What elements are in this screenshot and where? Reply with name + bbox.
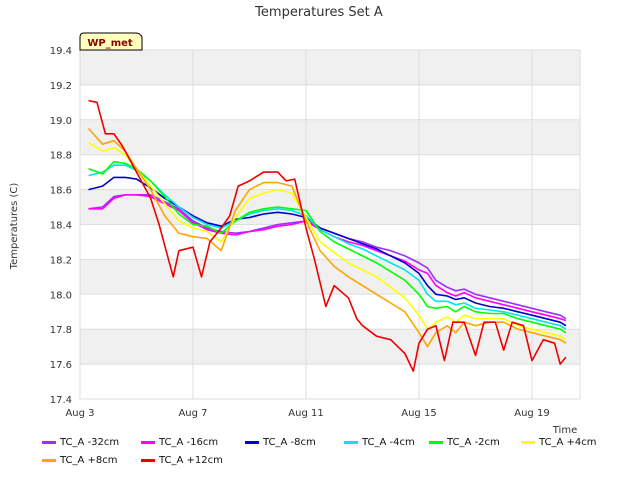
- y-tick-label: 17.4: [50, 395, 72, 406]
- grid-bands: [80, 50, 580, 365]
- y-tick-label: 17.8: [50, 325, 72, 336]
- series-line-tc-a-16cm: [88, 194, 567, 322]
- x-tick-label: Aug 7: [178, 408, 207, 419]
- y-tick-label: 18.6: [50, 186, 72, 197]
- grid-band: [80, 189, 580, 225]
- series-layer: [87, 99, 567, 372]
- y-tick-label: 19.2: [50, 81, 72, 92]
- badge-label: WP_met: [87, 38, 133, 49]
- x-tick-label: Aug 3: [65, 408, 94, 419]
- x-tick-labels: Aug 3 Aug 7 Aug 11 Aug 15 Aug 19: [65, 408, 549, 419]
- y-tick-label: 18.8: [50, 151, 72, 162]
- grid-band: [80, 119, 580, 155]
- series-line-tc-a-4cm: [88, 141, 567, 341]
- y-tick-label: 18.0: [50, 290, 72, 301]
- y-tick-label: 17.6: [50, 360, 72, 371]
- grid-band: [80, 50, 580, 85]
- y-axis-label: Temperatures (C): [9, 183, 20, 271]
- y-tick-label: 18.2: [50, 255, 72, 266]
- y-tick-label: 19.4: [50, 46, 72, 57]
- y-tick-label: 19.0: [50, 116, 72, 127]
- series-line-tc-a-2cm: [88, 160, 567, 334]
- x-tick-label: Aug 19: [514, 408, 549, 419]
- x-tick-label: Aug 11: [288, 408, 323, 419]
- chart-title: Temperatures Set A: [254, 5, 383, 20]
- plot-border: [79, 49, 581, 400]
- grid-band: [80, 259, 580, 295]
- x-tick-label: Aug 15: [401, 408, 436, 419]
- grid-band: [80, 329, 580, 365]
- series-line-tc-a-4cm: [88, 164, 567, 330]
- series-line-tc-a-12cm: [88, 99, 567, 372]
- y-tick-label: 18.4: [50, 221, 72, 232]
- x-axis-label: Time: [552, 425, 577, 436]
- y-tick-labels: 17.4 17.6 17.8 18.0 18.2 18.4 18.6 18.8 19.0 19.2…: [50, 46, 72, 406]
- wp-met-badge: WP_met: [79, 32, 143, 51]
